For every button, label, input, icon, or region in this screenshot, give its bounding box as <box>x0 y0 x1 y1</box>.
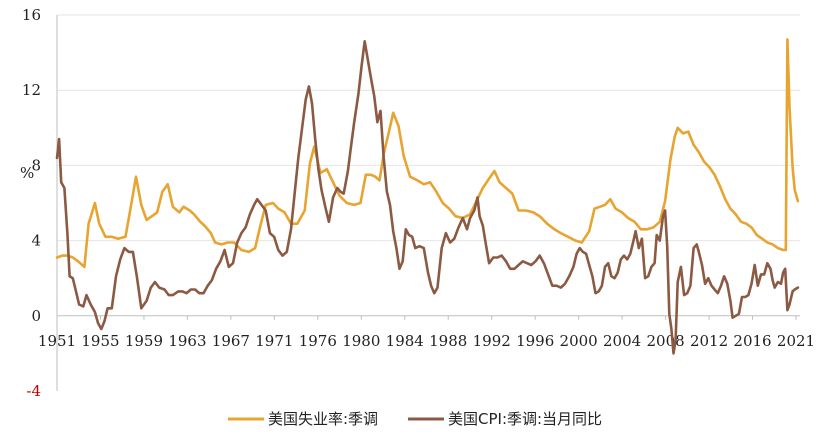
x-tick-label: 1967 <box>212 332 250 350</box>
x-tick-label: 1988 <box>429 332 467 350</box>
y-tick-label: 12 <box>22 81 41 99</box>
x-tick-label: 1959 <box>125 332 163 350</box>
legend: 美国失业率:季调 美国CPI:季调:当月同比 <box>228 410 602 428</box>
y-axis-tick-labels: 16 12 8 4 0 -4 <box>22 6 41 400</box>
series-line-cpi <box>55 40 800 355</box>
x-tick-label: 2021 <box>777 332 815 350</box>
x-tick-label: 1996 <box>516 332 554 350</box>
y-tick-label: 16 <box>22 6 41 24</box>
x-tick-label: 1992 <box>473 332 511 350</box>
legend-label: 美国失业率:季调 <box>268 410 378 428</box>
series-lines <box>55 38 800 355</box>
y-axis-label: % <box>20 164 34 182</box>
series-line-unemployment <box>55 38 800 269</box>
x-tick-label: 2000 <box>560 332 598 350</box>
x-tick-label: 2012 <box>690 332 728 350</box>
y-tick-label: 0 <box>31 307 41 325</box>
legend-label: 美国CPI:季调:当月同比 <box>448 410 602 428</box>
gridlines <box>57 14 800 242</box>
x-tick-label: 1951 <box>38 332 76 350</box>
x-tick-label: 2008 <box>646 332 684 350</box>
x-tick-label: 1971 <box>255 332 293 350</box>
x-tick-label: 1976 <box>299 332 337 350</box>
y-tick-label: 4 <box>31 232 41 250</box>
x-tick-label: 1963 <box>168 332 206 350</box>
y-tick-label: -4 <box>26 382 41 400</box>
x-tick-label: 1955 <box>81 332 119 350</box>
y-tick-label: 8 <box>31 156 41 174</box>
x-tick-label: 2016 <box>733 332 771 350</box>
x-tick-label: 1980 <box>342 332 380 350</box>
x-tick-label: 2004 <box>603 332 641 350</box>
x-axis-tick-labels: 1951 1955 1959 1963 1967 1971 1976 1980 1984 1988… <box>38 332 815 350</box>
x-tick-label: 1984 <box>386 332 424 350</box>
